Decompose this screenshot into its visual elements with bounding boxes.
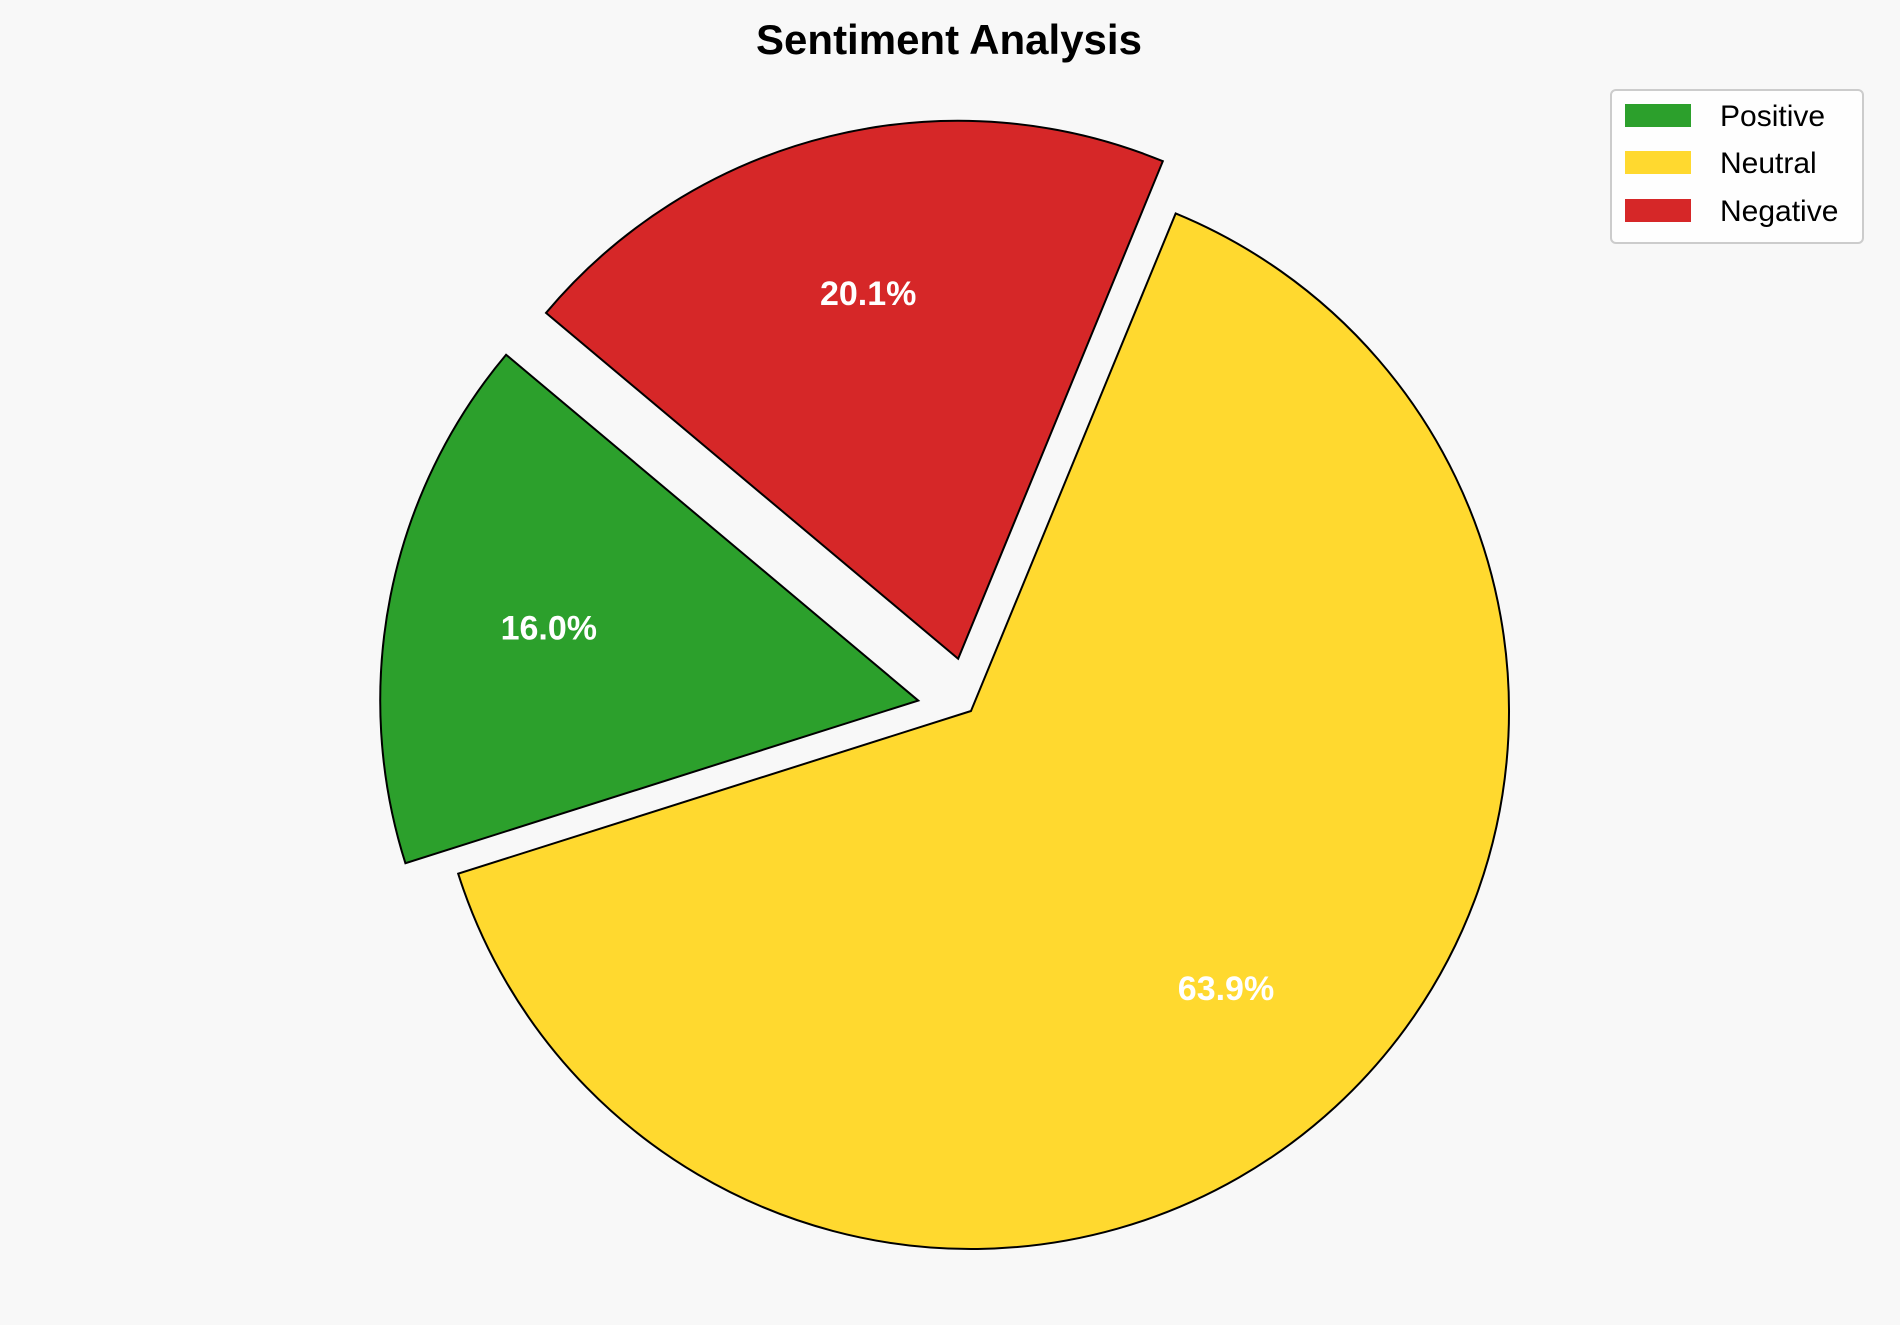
legend-label-neutral: Neutral xyxy=(1720,147,1817,180)
pie-slice-positive xyxy=(379,353,921,865)
pie-label-negative: 20.1% xyxy=(820,275,916,313)
pie-slice-negative xyxy=(544,119,1165,661)
legend-label-negative: Negative xyxy=(1720,195,1838,228)
legend-swatch-negative xyxy=(1625,199,1691,222)
legend: Positive Neutral Negative xyxy=(1610,89,1864,244)
legend-swatch-neutral xyxy=(1625,151,1691,174)
legend-swatch-positive xyxy=(1625,104,1691,127)
chart-title: Sentiment Analysis xyxy=(756,16,1142,63)
pie-label-neutral: 63.9% xyxy=(1178,970,1274,1008)
pie-slice-neutral xyxy=(456,212,1510,1250)
pie-label-positive: 16.0% xyxy=(501,609,597,647)
legend-label-positive: Positive xyxy=(1720,100,1825,133)
slices: 16.0% 63.9% 20.1% xyxy=(379,119,1510,1250)
